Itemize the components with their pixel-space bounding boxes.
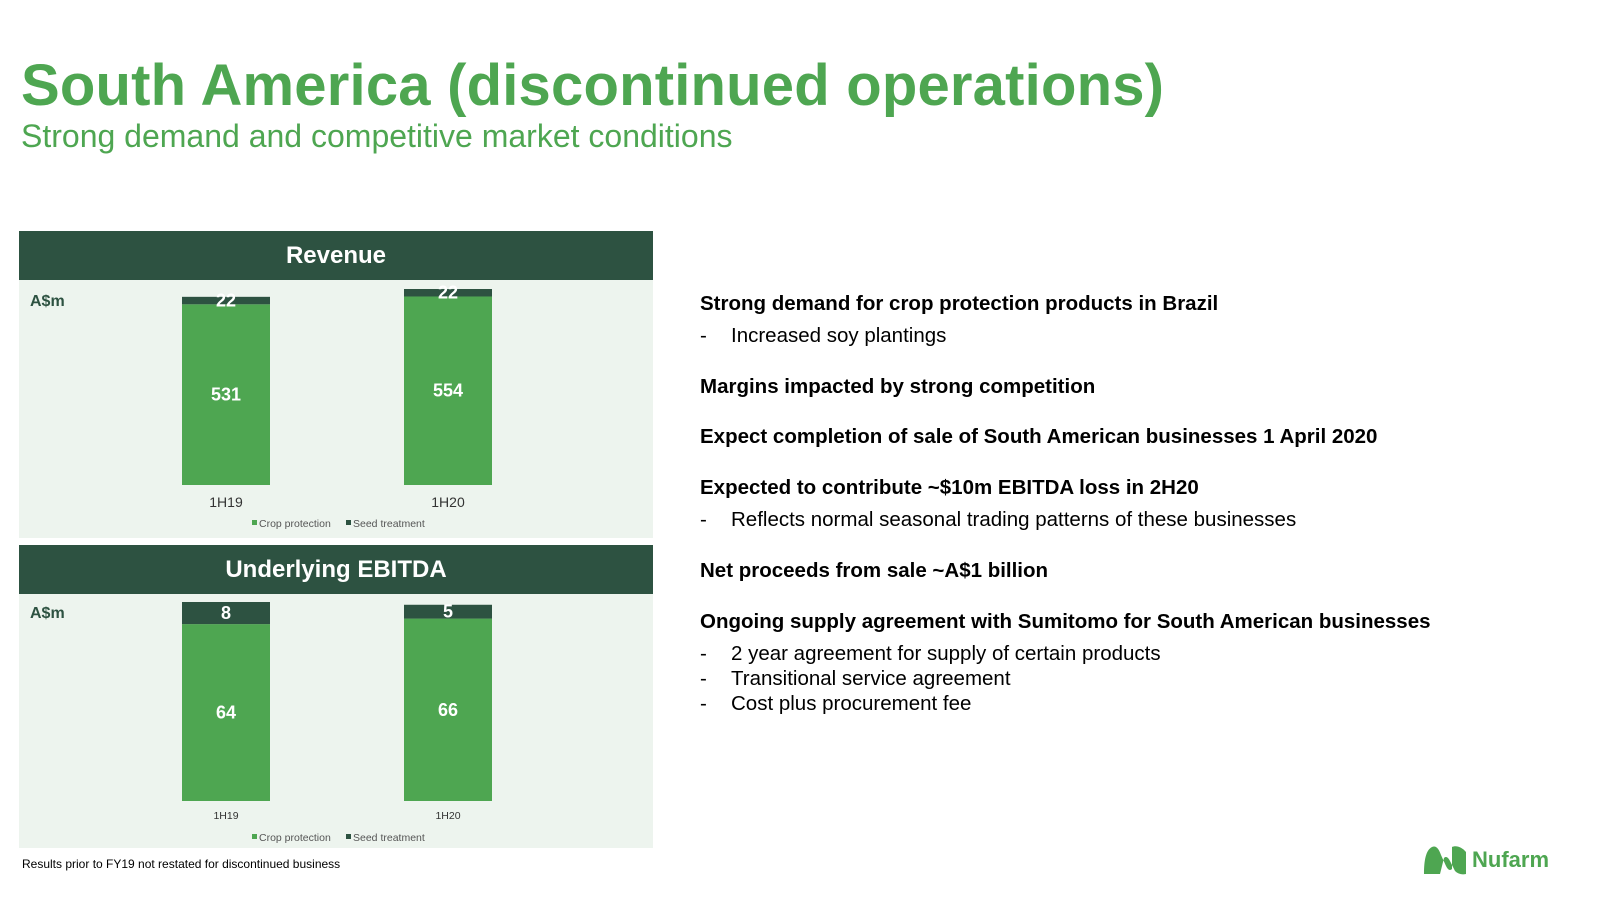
- commentary-heading: Strong demand for crop protection produc…: [700, 292, 1219, 315]
- bar-crop-protection-1h19: [182, 624, 270, 801]
- legend-label: Crop protection: [259, 832, 331, 844]
- revenue-chart: 531 22 1H19 554 22 1H20 Crop protection Seed tr…: [182, 283, 492, 530]
- page-title: South America (discontinued operations): [21, 53, 1165, 118]
- commentary-item-text: Transitional service agreement: [731, 667, 1011, 690]
- legend-swatch: [346, 834, 351, 839]
- legend-swatch: [252, 520, 257, 525]
- commentary-heading: Net proceeds from sale ~A$1 billion: [700, 559, 1049, 582]
- commentary-item-text: Reflects normal seasonal trading pattern…: [731, 508, 1297, 531]
- legend-label: Crop protection: [259, 518, 331, 530]
- ebitda-unit-label: A$m: [30, 605, 65, 622]
- bullet-dash: -: [700, 508, 707, 531]
- x-tick-label: 1H19: [209, 494, 243, 510]
- bullet-dash: -: [700, 667, 707, 690]
- commentary-item: - Reflects normal seasonal trading patter…: [700, 508, 1296, 532]
- legend-swatch: [346, 520, 351, 525]
- legend-label: Seed treatment: [353, 518, 425, 530]
- ebitda-chart-title: Underlying EBITDA: [19, 545, 653, 594]
- bar-seed-treatment-1h19: [182, 602, 270, 625]
- bullet-dash: -: [700, 324, 707, 347]
- bar-crop-protection-1h20: [404, 296, 492, 485]
- x-tick-label: 1H20: [435, 810, 460, 822]
- ebitda-chart-panel: Underlying EBITDA A$m 64 8 1H19 66 5 1H20 Crop…: [19, 545, 653, 848]
- bar-crop-protection-1h19: [182, 304, 270, 485]
- bar-value-label: 8: [221, 603, 231, 623]
- bar-value-label: 531: [211, 385, 241, 405]
- bar-value-label: 66: [438, 700, 458, 720]
- bar-seed-treatment-1h20: [404, 289, 492, 297]
- bar-value-label: 554: [433, 381, 463, 401]
- bullet-dash: -: [700, 692, 707, 715]
- x-tick-label: 1H19: [213, 810, 238, 822]
- commentary-heading: Ongoing supply agreement with Sumitomo f…: [700, 610, 1431, 633]
- ebitda-chart: 64 8 1H19 66 5 1H20 Crop protection Seed treatm…: [182, 602, 492, 844]
- bar-value-label: 64: [216, 703, 236, 723]
- commentary-item: - Cost plus procurement fee: [700, 692, 971, 716]
- footnote: Results prior to FY19 not restated for d…: [22, 857, 341, 871]
- nufarm-logo: Nufarm: [1422, 844, 1549, 876]
- revenue-chart-panel: Revenue A$m 531 22 1H19 554 22 1H20 Crop prote…: [19, 231, 653, 538]
- commentary-item: - Increased soy plantings: [700, 324, 946, 348]
- bar-value-label: 22: [216, 291, 236, 311]
- page-subtitle: Strong demand and competitive market con…: [21, 118, 733, 154]
- revenue-unit-label: A$m: [30, 293, 65, 310]
- commentary-heading: Margins impacted by strong competition: [700, 375, 1096, 398]
- commentary-item: - 2 year agreement for supply of certain …: [700, 642, 1161, 666]
- logo-text: Nufarm: [1472, 847, 1550, 872]
- bar-value-label: 5: [443, 602, 453, 622]
- bar-crop-protection-1h20: [404, 618, 492, 801]
- revenue-chart-title: Revenue: [19, 231, 653, 280]
- commentary-heading: Expect completion of sale of South Ameri…: [700, 425, 1378, 448]
- x-tick-label: 1H20: [431, 494, 465, 510]
- legend-swatch: [252, 834, 257, 839]
- commentary-item-text: Increased soy plantings: [731, 324, 947, 347]
- bar-seed-treatment-1h19: [182, 296, 270, 305]
- bar-value-label: 22: [438, 283, 458, 303]
- commentary-item-text: 2 year agreement for supply of certain p…: [731, 642, 1161, 665]
- commentary-item: - Transitional service agreement: [700, 667, 1011, 691]
- commentary-heading: Expected to contribute ~$10m EBITDA loss…: [700, 476, 1199, 499]
- nufarm-leaf-icon: [1424, 846, 1466, 875]
- legend-label: Seed treatment: [353, 832, 425, 844]
- bar-seed-treatment-1h20: [404, 604, 492, 619]
- bullet-dash: -: [700, 642, 707, 665]
- commentary-item-text: Cost plus procurement fee: [731, 692, 972, 715]
